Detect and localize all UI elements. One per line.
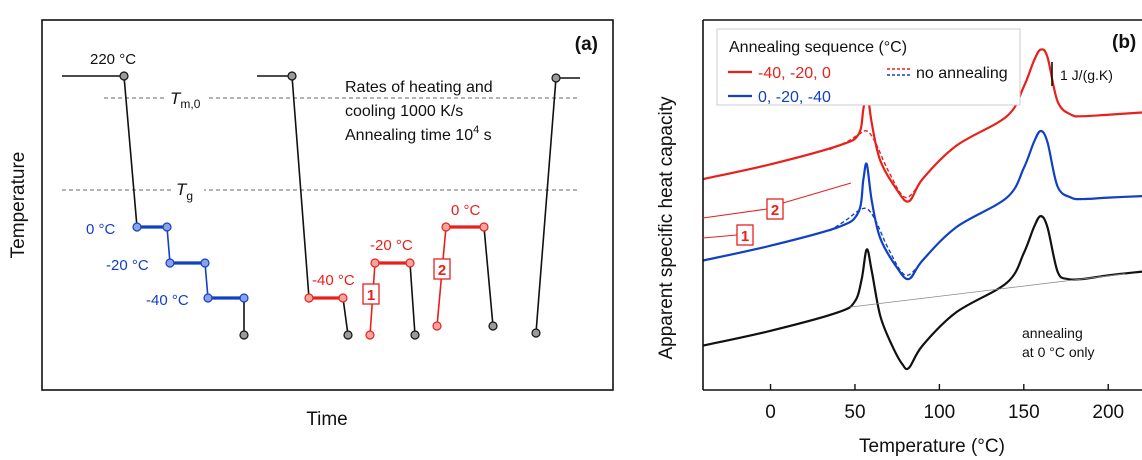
panel-b-xlabel: Temperature (°C) [859, 436, 1005, 457]
red-step-label-minus40c: -40 °C [312, 272, 355, 289]
red-step-label-0c: 0 °C [451, 202, 481, 219]
annealing-time-annotation: Annealing time 104 s [345, 124, 492, 144]
x-tick-label-150: 150 [1008, 402, 1040, 423]
profile-1-black-segment [62, 75, 138, 228]
legend-entry-red: -40, -20, 0 [728, 65, 831, 82]
panel-a-marker-2: 2 [433, 258, 451, 280]
curve-black-solid-4 [702, 214, 1142, 371]
panel-a: (a) Temperature Time Tm,0 Tg Rates of he… [8, 19, 614, 430]
profile-2-final-cooling [483, 226, 494, 327]
legend-frame [716, 28, 1021, 106]
start-temperature-label: 220 °C [90, 51, 136, 68]
profile-2-cooling-2 [409, 262, 416, 336]
panel-b-marker-1: 1 [702, 224, 754, 246]
legend-entry-no-annealing: no annealing [887, 65, 1008, 82]
rates-annotation-line2: cooling 1000 K/s [345, 103, 463, 120]
blue-step-label-minus40c: -40 °C [146, 292, 189, 309]
panel-b-x-ticks: 0 50 100 150 200 [765, 384, 1124, 423]
svg-text:1: 1 [741, 228, 749, 245]
curve-grey-thin-5 [849, 273, 1126, 308]
scale-bar: 1 J/(g.K) [1051, 62, 1113, 86]
red-step-label-minus20c: -20 °C [370, 237, 413, 254]
profile-2-black-segment [257, 75, 310, 299]
annealing-only-annotation-line1: annealing [1022, 325, 1083, 341]
rates-annotation-line1: Rates of heating and [345, 79, 493, 96]
svg-text:-40, -20, 0: -40, -20, 0 [758, 65, 831, 82]
x-tick-label-200: 200 [1092, 402, 1124, 423]
scale-bar-label: 1 J/(g.K) [1060, 67, 1113, 83]
curve-red-dashed-1 [829, 130, 924, 199]
black-thermal-profile [62, 75, 580, 336]
curve-blue-dashed-3 [829, 207, 924, 277]
blue-step-label-0c: 0 °C [86, 221, 116, 238]
red-nodes [304, 222, 489, 340]
panel-b: Apparent specific heat capacity Temperat… [656, 19, 1142, 457]
tm0-label: Tm,0 [170, 89, 201, 111]
legend: Annealing sequence (°C) -40, -20, 0 0, -… [716, 28, 1021, 106]
legend-title: Annealing sequence (°C) [729, 39, 907, 56]
svg-text:2: 2 [438, 262, 446, 279]
svg-text:2: 2 [771, 202, 779, 219]
svg-text:no annealing: no annealing [916, 65, 1008, 82]
panel-b-curves [702, 48, 1142, 371]
svg-text:0, -20, -40: 0, -20, -40 [758, 89, 831, 106]
curve-red-solid-0 [702, 48, 1142, 203]
panel-a-xlabel: Time [306, 409, 348, 430]
curve-blue-solid-2 [702, 129, 1142, 281]
annealing-only-annotation-line2: at 0 °C only [1022, 344, 1095, 360]
x-tick-label-50: 50 [844, 402, 865, 423]
legend-entry-blue: 0, -20, -40 [728, 89, 831, 106]
panel-a-label: (a) [575, 34, 598, 55]
grey-nodes [119, 71, 561, 340]
tg-label: Tg [176, 180, 193, 203]
panel-b-ylabel: Apparent specific heat capacity [656, 96, 677, 359]
profile-3-heating [535, 77, 557, 334]
blue-nodes [132, 222, 249, 303]
panel-a-frame [41, 19, 614, 391]
profile-2-cooling-1 [342, 297, 349, 336]
svg-text:1: 1 [367, 287, 375, 304]
blue-step-label-minus20c: -20 °C [106, 257, 149, 274]
panel-a-marker-1: 1 [362, 283, 380, 305]
panel-b-label: (b) [1112, 32, 1136, 53]
panel-a-ylabel: Temperature [8, 152, 29, 259]
panel-b-marker-2: 2 [702, 182, 852, 220]
x-tick-label-100: 100 [924, 402, 956, 423]
x-tick-label-0: 0 [765, 402, 776, 423]
